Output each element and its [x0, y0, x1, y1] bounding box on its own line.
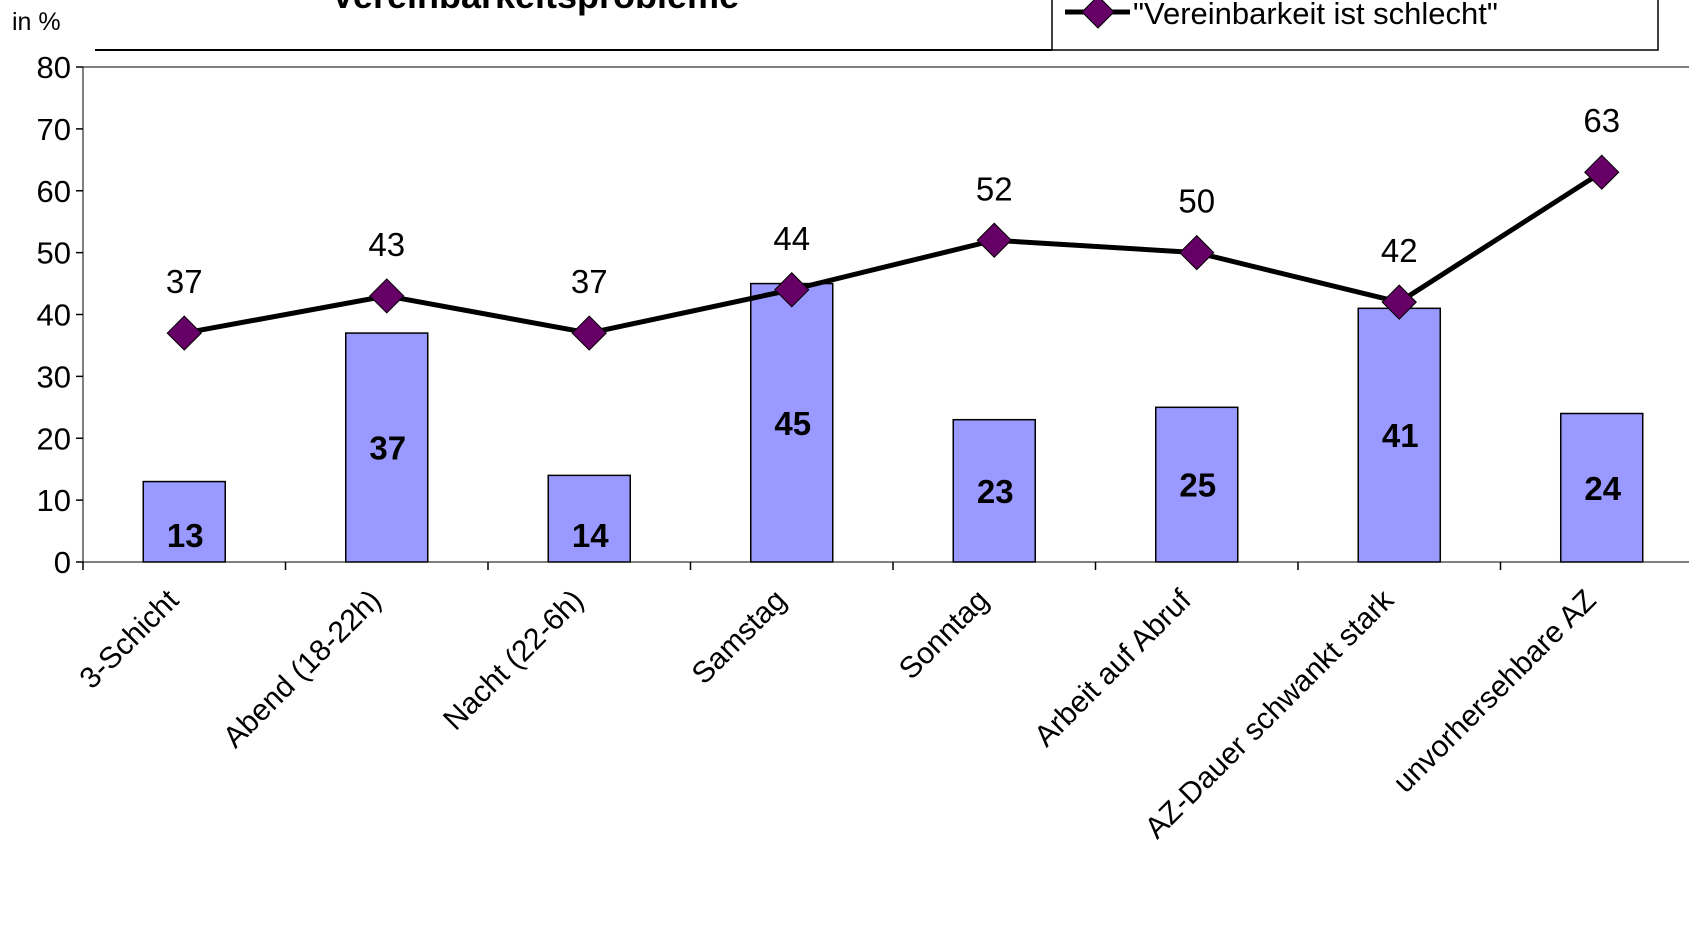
bar	[952, 418, 1037, 563]
bar-data-label: 23	[977, 473, 1014, 510]
line-marker	[1179, 234, 1215, 271]
y-tick-label: 20	[37, 421, 71, 456]
line-path	[183, 170, 1604, 336]
bar	[547, 474, 632, 563]
y-tick-label: 60	[37, 174, 71, 209]
bar-data-label: 41	[1382, 417, 1419, 454]
bar-data-label: 24	[1584, 470, 1621, 507]
x-axis	[82, 562, 1502, 570]
y-tick-label: 40	[37, 298, 71, 333]
bar-series	[142, 282, 1644, 563]
bar-data-label: 14	[572, 517, 609, 554]
line-data-label: 50	[1178, 183, 1215, 220]
category-label: Arbeit auf Abruf	[1028, 583, 1198, 753]
y-tick-label: 10	[37, 483, 71, 518]
y-axis-unit: in %	[12, 8, 61, 36]
line-marker	[571, 315, 607, 351]
bar-data-label: 37	[369, 430, 406, 467]
line-labels: 37 43 37 44 52 50 42 63	[166, 102, 1620, 300]
bar	[1154, 406, 1239, 563]
y-tick-label: 30	[37, 359, 71, 394]
category-label: Abend (18-22h)	[217, 584, 388, 755]
y-tick-label: 50	[37, 236, 71, 271]
line-data-label: 42	[1381, 232, 1418, 269]
category-labels: 3-Schicht Abend (18-22h) Nacht (22-6h) Sams…	[73, 583, 1602, 845]
y-tick-label: 70	[37, 112, 71, 147]
legend-label: "Vereinbarkeit ist schlecht"	[1133, 0, 1498, 31]
line-marker	[1381, 284, 1417, 320]
bar	[344, 332, 429, 563]
legend-box	[1051, 0, 1659, 51]
bar	[142, 480, 227, 563]
y-tick-label: 0	[54, 545, 71, 580]
line-data-label: 52	[976, 170, 1013, 207]
line-data-label: 43	[368, 226, 405, 263]
plot-area	[82, 66, 1689, 563]
category-label: 3-Schicht	[73, 583, 185, 695]
category-label: Nacht (22-6h)	[437, 584, 590, 737]
legend: "Vereinbarkeit ist schlecht"	[1051, 0, 1659, 51]
bar	[1357, 307, 1442, 563]
line-marker	[774, 272, 810, 308]
bar	[749, 282, 834, 563]
bar-labels: 13 37 14 45 23 25 41 24	[167, 405, 1622, 554]
bar-data-label: 25	[1179, 467, 1216, 504]
line-data-label: 37	[571, 263, 608, 300]
chart-title: Vereinbarkeitsprobleme	[331, 0, 739, 16]
line-marker	[976, 222, 1012, 258]
bar-data-label: 45	[774, 405, 811, 442]
category-label: Samstag	[686, 584, 793, 691]
line-data-label: 37	[166, 263, 203, 300]
y-tick-label: 80	[37, 50, 71, 85]
line-marker	[369, 278, 405, 314]
bar-data-label: 13	[167, 517, 204, 554]
category-label: Sonntag	[893, 584, 995, 686]
legend-marker-swatch	[1081, 0, 1115, 29]
bar	[1559, 412, 1644, 563]
line-marker	[1584, 154, 1620, 190]
line-data-label: 44	[773, 220, 810, 257]
line-data-label: 63	[1583, 102, 1620, 139]
line-series	[166, 154, 1620, 351]
line-marker	[166, 315, 202, 351]
y-axis: 0 10 20 30 40 50 60 70 80	[37, 50, 83, 580]
category-label: unvorhersehbare AZ	[1387, 584, 1603, 800]
